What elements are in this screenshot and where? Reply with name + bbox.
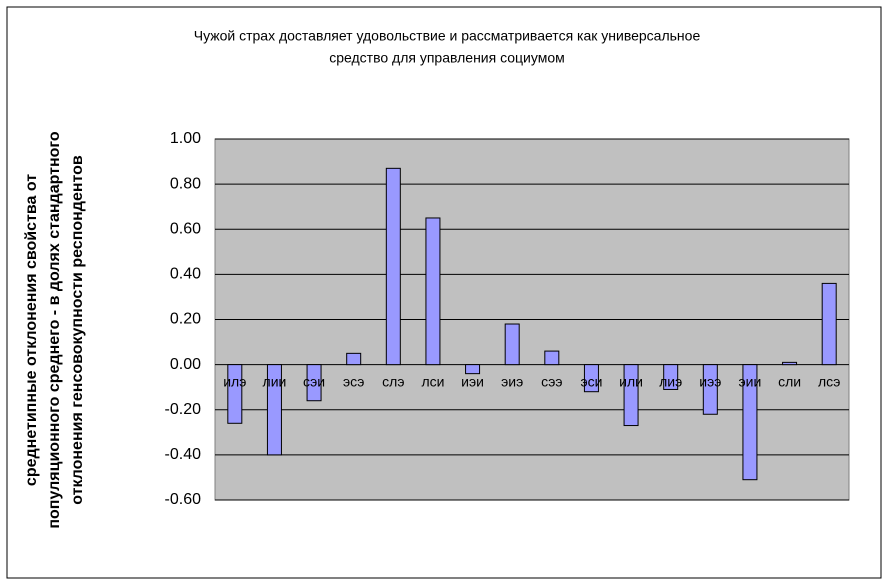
x-tick-label: или (619, 373, 643, 389)
bar (742, 364, 758, 481)
x-tick-label: эси (580, 373, 602, 389)
bar (425, 217, 441, 366)
bar (385, 167, 401, 366)
x-tick-label: лиэ (659, 373, 682, 389)
bar (346, 352, 362, 366)
x-tick-label: сли (778, 373, 801, 389)
x-tick-label: иэи (461, 373, 484, 389)
x-tick-label: эии (739, 373, 762, 389)
chart-title: средство для управления социумом (329, 50, 565, 66)
x-tick-label: эсэ (343, 373, 364, 389)
y-tick-label: 0.40 (170, 266, 201, 283)
x-tick-label: слэ (382, 373, 404, 389)
bar (583, 364, 599, 393)
y-tick-label: -0.40 (165, 446, 202, 463)
y-tick-label: 0.60 (170, 220, 201, 237)
bar (266, 364, 282, 456)
x-tick-label: эиэ (501, 373, 523, 389)
bar (821, 282, 837, 366)
x-tick-label: лии (263, 373, 287, 389)
bar (306, 364, 322, 402)
bar (227, 364, 243, 424)
chart-title: Чужой страх доставляет удовольствие и ра… (194, 28, 701, 44)
bar (465, 364, 481, 375)
bar (663, 364, 679, 390)
bar (504, 323, 520, 366)
y-tick-label: -0.60 (165, 491, 202, 508)
x-tick-label: лси (421, 373, 444, 389)
x-tick-label: сээ (541, 373, 562, 389)
x-tick-label: иээ (699, 373, 721, 389)
y-axis-label-line: отклонения генсовокупности респондентов (69, 155, 86, 505)
x-tick-label: лсэ (818, 373, 840, 389)
bar (623, 364, 639, 427)
y-tick-label: 1.00 (170, 130, 201, 147)
x-tick-label: сэи (303, 373, 325, 389)
bar (702, 364, 718, 415)
y-axis-label-line: популяционного среднего - в долях станда… (46, 131, 63, 529)
x-tick-label: илэ (223, 373, 246, 389)
bar (782, 361, 798, 366)
y-tick-label: -0.20 (165, 401, 202, 418)
y-tick-label: 0.00 (170, 356, 201, 373)
y-tick-label: 0.80 (170, 175, 201, 192)
bar (544, 350, 560, 366)
y-tick-label: 0.20 (170, 311, 201, 328)
y-axis-label: среднетипные отклонения свойства от попу… (23, 131, 86, 529)
y-axis-label-line: среднетипные отклонения свойства от (23, 174, 40, 486)
